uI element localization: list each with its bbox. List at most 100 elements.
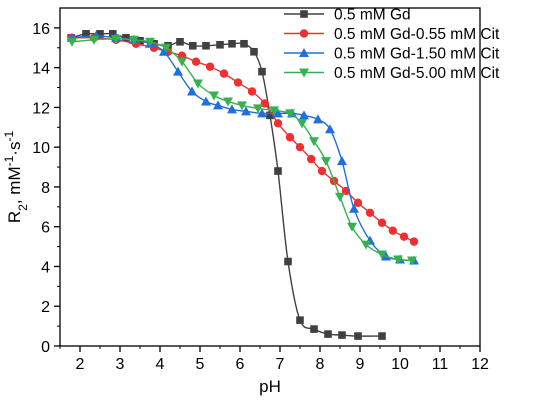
y-axis-title-sub: 2 <box>16 204 30 211</box>
data-point-square <box>258 67 266 76</box>
x-tick-label: 4 <box>156 356 165 373</box>
data-point-triangle-down <box>145 37 155 47</box>
data-point-square <box>378 332 386 340</box>
legend-label: 0.5 mM Gd-0.55 mM Cit <box>334 26 500 43</box>
y-tick-label: 4 <box>41 259 50 276</box>
data-point-circle <box>219 69 229 78</box>
data-point-triangle-up <box>299 48 309 57</box>
data-point-triangle-down <box>209 91 219 101</box>
data-point-triangle-down <box>285 109 295 119</box>
data-point-triangle-up <box>241 106 251 116</box>
x-tick-label: 3 <box>116 356 125 373</box>
data-point-square <box>122 34 130 42</box>
y-tick-label: 10 <box>32 140 50 157</box>
data-point-square <box>228 39 236 48</box>
data-point-triangle-down <box>193 79 203 89</box>
data-point-circle <box>295 142 305 152</box>
data-point-circle <box>365 208 375 217</box>
data-point-triangle-down <box>347 222 357 232</box>
x-tick-label: 7 <box>276 356 285 373</box>
y-axis-title-mid: ·s <box>5 142 24 156</box>
data-point-triangle-down <box>161 43 171 53</box>
data-point-circle <box>285 133 295 142</box>
data-point-triangle-down <box>223 97 233 107</box>
data-point-square <box>250 47 258 56</box>
data-point-triangle-up <box>325 124 335 134</box>
data-point-triangle-down <box>377 250 387 260</box>
data-point-circle <box>205 62 215 71</box>
data-point-triangle-up <box>187 86 197 96</box>
y-axis-title-sup2: -1 <box>2 131 16 142</box>
y-tick-label: 0 <box>41 339 50 356</box>
data-point-triangle-up <box>273 108 283 118</box>
x-tick-label: 12 <box>471 356 489 373</box>
data-point-circle <box>388 226 397 235</box>
series-layer <box>67 30 419 340</box>
data-point-triangle-down <box>237 101 247 111</box>
legend-entry-4: 0.5 mM Gd-5.00 mM Cit <box>284 65 500 82</box>
x-tick-label: 8 <box>316 356 325 373</box>
data-point-square <box>354 332 362 340</box>
data-point-square <box>202 41 210 50</box>
y-tick-label: 14 <box>32 61 50 78</box>
data-point-square <box>296 316 304 324</box>
legend-label: 0.5 mM Gd <box>334 7 411 24</box>
data-point-triangle-up <box>201 96 211 106</box>
data-point-triangle-down <box>407 256 417 266</box>
data-point-square <box>82 30 90 38</box>
data-point-circle <box>377 218 387 227</box>
data-point-triangle-up <box>257 108 267 118</box>
data-point-triangle-down <box>299 68 309 78</box>
data-point-circle <box>307 154 316 164</box>
data-point-square <box>274 167 282 175</box>
legend-label: 0.5 mM Gd-5.00 mM Cit <box>334 65 500 82</box>
legend-entry-2: 0.5 mM Gd-0.55 mM Cit <box>284 26 500 43</box>
data-point-triangle-up <box>313 114 323 124</box>
data-point-circle <box>353 198 363 208</box>
data-point-circle <box>247 87 257 96</box>
y-axis-title-sup1: -1 <box>2 155 16 166</box>
data-point-circle <box>233 78 243 87</box>
axes-layer: 2 3 4 5 6 7 8 9 10 11 12 0 2 4 6 8 10 12 14 16 <box>32 7 489 373</box>
legend: 0.5 mM Gd 0.5 mM Gd-0.55 mM Cit 0.5 mM Gd-… <box>284 7 500 82</box>
data-point-circle <box>273 119 283 128</box>
data-point-triangle-up <box>159 46 169 56</box>
y-axis-title-main: R <box>5 211 24 223</box>
plot-frame <box>59 7 481 347</box>
data-point-triangle-down <box>321 157 331 167</box>
data-point-triangle-up <box>337 156 347 166</box>
y-tick-label: 2 <box>41 299 50 316</box>
series-4 <box>67 34 417 266</box>
data-point-circle <box>317 166 327 176</box>
y-tick-label: 12 <box>32 100 50 117</box>
data-point-square <box>216 40 224 49</box>
x-tick-label: 10 <box>391 356 409 373</box>
data-point-circle <box>260 99 269 108</box>
data-point-triangle-down <box>177 57 187 67</box>
data-point-square <box>189 41 197 50</box>
y-axis-title-unit: , mM <box>5 166 24 204</box>
data-point-triangle-up <box>173 66 183 76</box>
data-point-triangle-up <box>349 203 359 213</box>
data-point-triangle-down <box>335 192 345 202</box>
legend-entry-3: 0.5 mM Gd-1.50 mM Cit <box>284 46 500 63</box>
data-point-circle <box>299 29 309 38</box>
data-point-triangle-down <box>269 106 279 116</box>
x-tick-label: 9 <box>356 356 365 373</box>
data-point-square <box>284 257 292 266</box>
legend-entry-1: 0.5 mM Gd <box>284 7 411 24</box>
data-point-triangle-down <box>393 255 403 265</box>
x-tick-label: 6 <box>236 356 245 373</box>
data-point-circle <box>399 232 409 241</box>
y-tick-label: 16 <box>32 21 50 38</box>
data-point-triangle-down <box>297 119 307 129</box>
data-point-triangle-down <box>361 240 371 250</box>
data-point-square <box>176 38 184 46</box>
data-point-circle <box>191 57 201 66</box>
data-point-square <box>266 111 274 120</box>
x-tick-label: 2 <box>76 356 85 373</box>
data-point-square <box>300 10 308 18</box>
data-point-triangle-down <box>129 35 139 45</box>
data-point-square <box>240 39 248 48</box>
